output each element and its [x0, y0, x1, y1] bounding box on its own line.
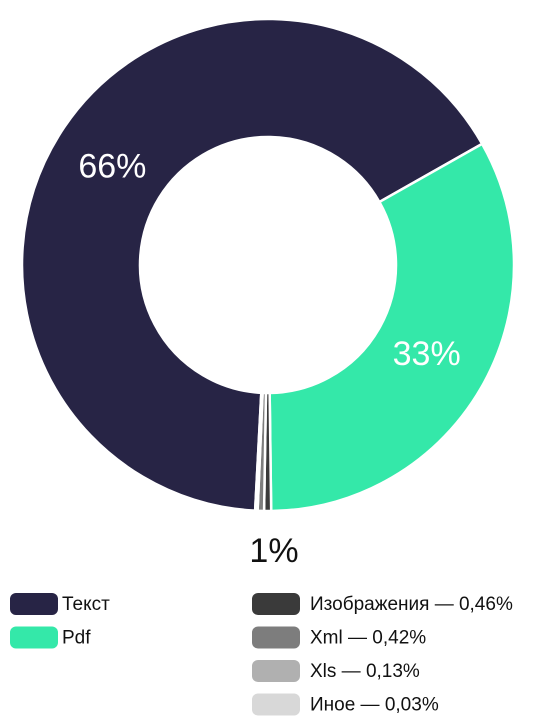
legend-label: Изображения — 0,46% [310, 594, 513, 615]
legend-label: Иное — 0,03% [310, 695, 439, 716]
slice [268, 142, 516, 513]
legend-swatch [10, 593, 58, 615]
legend-label: Xls — 0,13% [310, 661, 420, 682]
legend-label: Pdf [62, 628, 91, 649]
legend-label: Xml — 0,42% [310, 628, 426, 649]
small-share-annotation: 1% [249, 532, 298, 570]
legend-swatch [252, 660, 300, 682]
legend-label: Текст [62, 594, 110, 615]
slice [253, 391, 263, 512]
slice [20, 17, 484, 512]
slice-label: 66% [78, 148, 146, 186]
slice-label: 33% [393, 335, 461, 373]
legend-swatch [252, 693, 300, 716]
legend-swatch [252, 626, 300, 649]
legend-swatch [10, 626, 58, 649]
legend-swatch [252, 593, 300, 615]
